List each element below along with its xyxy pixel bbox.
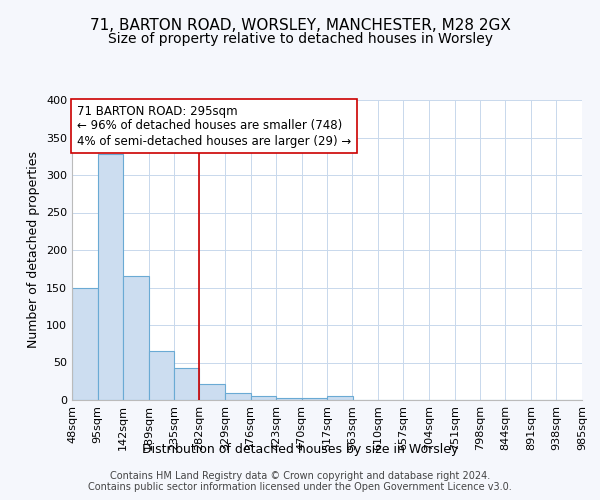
Bar — [251, 396, 276, 400]
Bar — [327, 396, 353, 400]
Bar — [199, 384, 225, 400]
Text: Contains HM Land Registry data © Crown copyright and database right 2024.
Contai: Contains HM Land Registry data © Crown c… — [88, 471, 512, 492]
Text: Size of property relative to detached houses in Worsley: Size of property relative to detached ho… — [107, 32, 493, 46]
Text: Distribution of detached houses by size in Worsley: Distribution of detached houses by size … — [142, 442, 458, 456]
Y-axis label: Number of detached properties: Number of detached properties — [28, 152, 40, 348]
Bar — [302, 398, 327, 400]
Text: 71 BARTON ROAD: 295sqm
← 96% of detached houses are smaller (748)
4% of semi-det: 71 BARTON ROAD: 295sqm ← 96% of detached… — [77, 104, 352, 148]
Bar — [174, 368, 199, 400]
Bar — [123, 276, 149, 400]
Bar — [149, 351, 175, 400]
Text: 71, BARTON ROAD, WORSLEY, MANCHESTER, M28 2GX: 71, BARTON ROAD, WORSLEY, MANCHESTER, M2… — [89, 18, 511, 32]
Bar — [72, 288, 98, 400]
Bar — [276, 398, 302, 400]
Bar — [98, 154, 123, 400]
Bar — [225, 392, 251, 400]
